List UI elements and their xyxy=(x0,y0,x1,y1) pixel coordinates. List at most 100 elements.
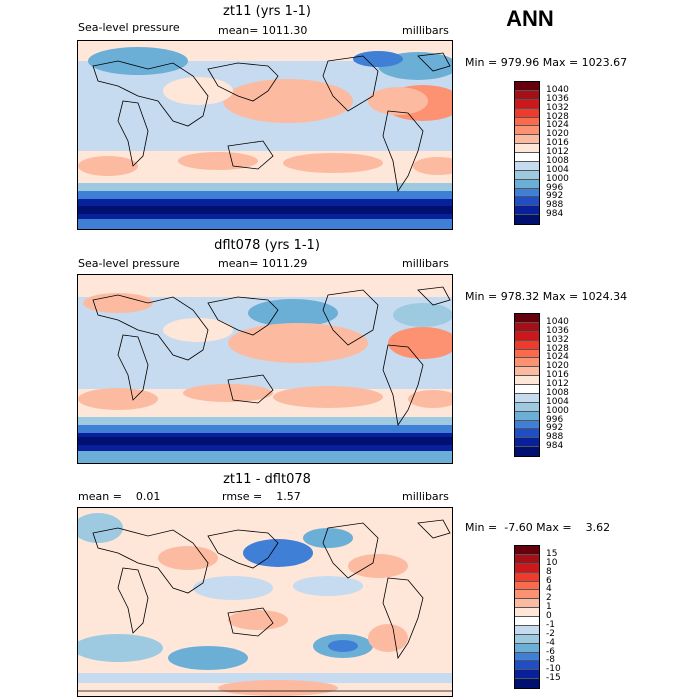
colorbar-swatch xyxy=(515,82,539,91)
colorbar-tick-label: 15 xyxy=(546,548,558,559)
colorbar-tick-label: 1040 xyxy=(546,84,569,95)
colorbar-swatch xyxy=(515,385,539,394)
panel1-map xyxy=(77,40,453,230)
colorbar-tick-label: 1028 xyxy=(546,343,569,354)
colorbar-swatch xyxy=(515,402,539,412)
panel1-units-label: millibars xyxy=(402,24,449,37)
colorbar-tick-label: 0 xyxy=(546,611,552,621)
colorbar-swatch xyxy=(515,617,539,626)
colorbar-swatch xyxy=(515,411,539,421)
colorbar-swatch xyxy=(515,197,539,207)
panel3-rmse-label: rmse = 1.57 xyxy=(222,490,301,503)
colorbar-tick-label: 1000 xyxy=(546,405,569,416)
colorbar-swatch xyxy=(515,367,539,377)
colorbar-tick-label: 10 xyxy=(546,557,558,568)
colorbar-tick-label: 1012 xyxy=(546,379,569,389)
colorbar-tick-label: 1016 xyxy=(546,370,569,381)
colorbar-tick-label: 6 xyxy=(546,575,552,586)
colorbar-swatch xyxy=(515,608,539,617)
colorbar-swatch xyxy=(515,572,539,582)
panel2-colorbar xyxy=(514,313,540,457)
colorbar-tick-label: 1040 xyxy=(546,316,569,327)
panel3-minmax: Min = -7.60 Max = 3.62 xyxy=(465,521,611,534)
colorbar-swatch xyxy=(515,108,539,118)
colorbar-swatch xyxy=(515,206,539,216)
panel1-field-label: Sea-level pressure xyxy=(78,21,180,34)
colorbar-tick-label: -8 xyxy=(546,655,555,666)
panel2-minmax: Min = 978.32 Max = 1024.34 xyxy=(465,290,628,303)
colorbar-tick-label: 1016 xyxy=(546,138,569,149)
colorbar-tick-label: -4 xyxy=(546,637,555,648)
panel1-map-svg xyxy=(78,41,452,229)
colorbar-swatch xyxy=(515,661,539,671)
colorbar-tick-label: 1032 xyxy=(546,334,569,345)
colorbar-swatch xyxy=(515,625,539,635)
colorbar-tick-label: 992 xyxy=(546,423,564,434)
colorbar-tick-label: 984 xyxy=(546,209,564,220)
panel2-title: dflt078 (yrs 1-1) xyxy=(214,238,320,253)
colorbar-swatch xyxy=(515,314,539,323)
colorbar-tick-label: 1024 xyxy=(546,120,569,131)
colorbar-tick-label: 1004 xyxy=(546,396,569,407)
colorbar-swatch xyxy=(515,179,539,189)
panel1-colorbar xyxy=(514,81,540,225)
colorbar-swatch xyxy=(515,358,539,368)
colorbar-tick-label: 1024 xyxy=(546,352,569,363)
colorbar-swatch xyxy=(515,153,539,162)
colorbar-swatch xyxy=(515,161,539,171)
panel1-minmax: Min = 979.96 Max = 1023.67 xyxy=(465,56,628,69)
colorbar-tick-label: 1012 xyxy=(546,147,569,157)
colorbar-tick-label: 984 xyxy=(546,441,564,452)
colorbar-tick-label: -6 xyxy=(546,646,555,657)
panel3-mean-label: mean = 0.01 xyxy=(78,490,161,503)
colorbar-swatch xyxy=(515,322,539,332)
colorbar-swatch xyxy=(515,135,539,145)
colorbar-swatch xyxy=(515,215,539,224)
colorbar-swatch xyxy=(515,438,539,448)
colorbar-swatch xyxy=(515,670,539,680)
panel2-mean-label: mean= 1011.29 xyxy=(218,257,308,270)
panel2-units-label: millibars xyxy=(402,257,449,270)
colorbar-swatch xyxy=(515,634,539,644)
colorbar-tick-label: 1000 xyxy=(546,173,569,184)
colorbar-swatch xyxy=(515,188,539,198)
colorbar-tick-label: 1004 xyxy=(546,164,569,175)
colorbar-tick-label: 992 xyxy=(546,191,564,202)
colorbar-swatch xyxy=(515,170,539,180)
panel3-colorbar xyxy=(514,545,540,689)
panel3-map-svg xyxy=(78,508,452,696)
colorbar-tick-label: -10 xyxy=(546,664,561,675)
colorbar-tick-label: 988 xyxy=(546,432,564,443)
panel1-mean-label: mean= 1011.30 xyxy=(218,24,308,37)
panel1-title: zt11 (yrs 1-1) xyxy=(223,4,311,19)
panel2-map xyxy=(77,274,453,464)
colorbar-swatch xyxy=(515,126,539,136)
colorbar-tick-label: 8 xyxy=(546,566,552,577)
colorbar-tick-label: 1008 xyxy=(546,387,569,398)
colorbar-swatch xyxy=(515,331,539,341)
colorbar-swatch xyxy=(515,420,539,430)
colorbar-swatch xyxy=(515,393,539,403)
panel3-units-label: millibars xyxy=(402,490,449,503)
colorbar-swatch xyxy=(515,554,539,564)
panel2-map-svg xyxy=(78,275,452,463)
colorbar-swatch xyxy=(515,679,539,688)
colorbar-swatch xyxy=(515,99,539,109)
colorbar-tick-label: -1 xyxy=(546,619,555,630)
colorbar-swatch xyxy=(515,340,539,350)
colorbar-tick-label: 1036 xyxy=(546,93,569,104)
panel3-map xyxy=(77,507,453,697)
panel2-field-label: Sea-level pressure xyxy=(78,257,180,270)
colorbar-tick-label: 1020 xyxy=(546,361,569,372)
colorbar-swatch xyxy=(515,546,539,555)
colorbar-swatch xyxy=(515,652,539,662)
panel3-title: zt11 - dflt078 xyxy=(223,472,311,487)
colorbar-swatch xyxy=(515,447,539,456)
colorbar-swatch xyxy=(515,349,539,359)
colorbar-tick-label: 1 xyxy=(546,602,552,613)
colorbar-swatch xyxy=(515,581,539,591)
colorbar-swatch xyxy=(515,376,539,385)
colorbar-tick-label: -15 xyxy=(546,673,561,684)
colorbar-tick-label: 996 xyxy=(546,414,564,425)
colorbar-tick-label: 4 xyxy=(546,584,552,595)
